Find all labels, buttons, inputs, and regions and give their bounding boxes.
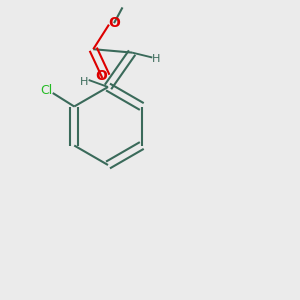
Text: H: H <box>152 54 160 64</box>
Text: O: O <box>95 69 107 83</box>
Text: O: O <box>108 16 120 30</box>
Text: H: H <box>80 77 88 87</box>
Text: Cl: Cl <box>40 84 53 98</box>
